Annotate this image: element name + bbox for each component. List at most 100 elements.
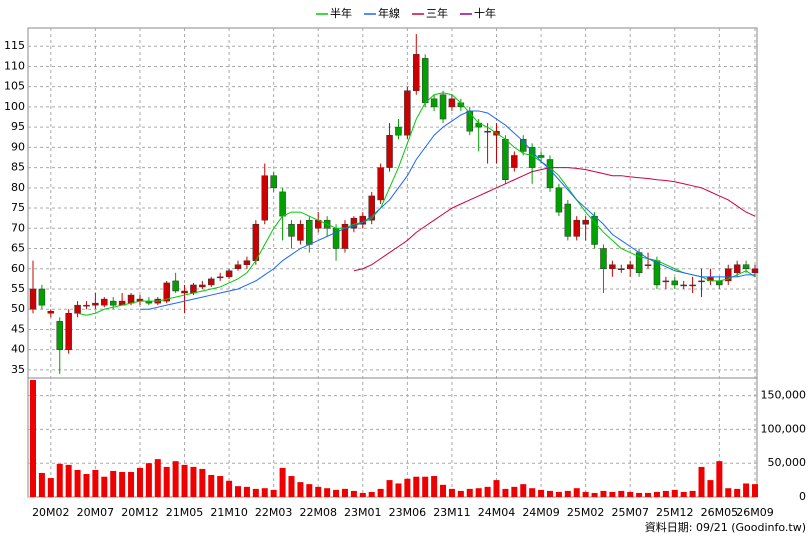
volume-bar — [475, 488, 482, 497]
y-tick-label: 50,000 — [768, 456, 807, 469]
volume-bar — [217, 476, 224, 497]
ma-line — [353, 167, 756, 272]
volume-bar — [707, 480, 714, 497]
x-tick-label: 24M04 — [478, 506, 516, 519]
x-tick-label: 25M12 — [656, 506, 694, 519]
volume-bar — [422, 476, 429, 497]
candle-body — [582, 219, 589, 225]
x-tick-label: 23M01 — [344, 506, 382, 519]
volume-bar — [324, 488, 331, 497]
candle-body — [671, 280, 679, 286]
y-tick-label: 55 — [11, 282, 25, 295]
candle-body — [29, 288, 37, 310]
volume-bar — [359, 492, 366, 497]
volume-bar — [386, 480, 393, 497]
volume-bar — [154, 459, 161, 497]
candle-body — [83, 304, 90, 307]
candle-body — [421, 58, 429, 104]
volume-bar — [564, 490, 571, 497]
candle-body — [600, 248, 607, 270]
candle-body — [742, 264, 750, 270]
volume-bar — [698, 466, 705, 497]
y-tick-label: 50 — [11, 302, 25, 315]
volume-bar — [368, 491, 375, 497]
candle-body — [546, 159, 554, 189]
candle-body — [511, 155, 518, 168]
volume-bar — [65, 464, 72, 497]
candle-body — [261, 175, 269, 221]
candle-body — [172, 280, 179, 292]
volume-bar — [315, 486, 322, 497]
volume-bar — [609, 491, 616, 497]
y-tick-label: 85 — [11, 161, 25, 174]
candle-body — [386, 134, 393, 168]
volume-bar — [752, 484, 758, 497]
volume-bar — [502, 488, 509, 497]
y-tick-label: 100,000 — [761, 422, 807, 435]
volume-bar — [279, 467, 286, 497]
volume-bar — [163, 466, 170, 497]
candle-body — [127, 294, 135, 304]
volume-bar — [270, 489, 277, 497]
candle-body — [662, 280, 670, 283]
volume-bar — [172, 461, 179, 497]
candle-body — [466, 110, 474, 132]
volume-bar — [591, 492, 598, 497]
candle-body — [190, 284, 197, 294]
volume-bar — [627, 491, 634, 497]
volume-bar — [190, 466, 197, 497]
candle-body — [537, 155, 545, 158]
candle-body — [698, 280, 705, 283]
candle-body — [377, 167, 384, 201]
volume-bar — [226, 480, 233, 497]
volume-bar — [306, 484, 313, 497]
y-tick-label: 100 — [4, 100, 25, 113]
volume-bar — [680, 491, 687, 497]
candle-body — [680, 284, 687, 287]
volume-bar — [341, 488, 348, 497]
x-tick-label: 25M02 — [567, 506, 605, 519]
candle-body — [243, 260, 251, 265]
candle-body — [404, 90, 411, 136]
volume-bar — [725, 488, 732, 497]
candle-body — [618, 268, 625, 271]
volume-bar — [546, 490, 553, 497]
volume-bar — [671, 489, 678, 497]
candle-body — [199, 284, 206, 288]
x-tick-label: 26M05 — [701, 506, 739, 519]
candle-body — [225, 270, 233, 278]
candle-body — [270, 175, 277, 189]
candle-body — [101, 298, 108, 306]
volume-bar — [136, 467, 143, 497]
candle-body — [725, 268, 732, 282]
x-tick-label: 20M07 — [77, 506, 115, 519]
candle-body — [163, 282, 170, 302]
volume-bar — [261, 488, 268, 497]
x-tick-label: 21M10 — [210, 506, 248, 519]
x-tick-label: 22M08 — [299, 506, 337, 519]
volume-bar — [145, 463, 152, 497]
volume-bar — [92, 469, 99, 497]
candle-body — [181, 290, 188, 294]
volume-bar — [645, 492, 652, 497]
volume-bar — [538, 489, 545, 497]
candle-body — [56, 321, 63, 350]
volume-bar — [181, 464, 188, 497]
y-tick-label: 35 — [11, 363, 25, 376]
candle-body — [288, 223, 295, 237]
volume-bar — [716, 461, 723, 497]
candle-body — [306, 219, 313, 245]
volume-bar — [529, 488, 536, 497]
volume-bar — [457, 490, 464, 497]
candle-body — [252, 223, 260, 261]
candle-body — [341, 223, 349, 249]
candle-body — [92, 302, 99, 306]
legend-label: 半年 — [330, 6, 352, 20]
x-tick-label: 23M06 — [389, 506, 427, 519]
candle-body — [448, 98, 456, 108]
candle-body — [430, 98, 438, 108]
candle-body — [653, 260, 661, 286]
candle-body — [564, 203, 572, 237]
volume-bar — [734, 488, 741, 497]
x-tick-label: 23M11 — [433, 506, 471, 519]
